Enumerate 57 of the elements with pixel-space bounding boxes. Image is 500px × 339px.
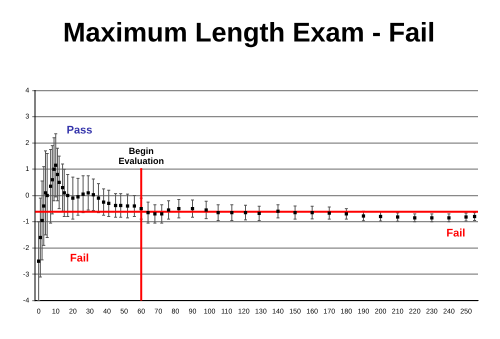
point [44, 191, 48, 195]
point [166, 208, 170, 212]
point [126, 204, 130, 208]
chart-title: Maximum Length Exam - Fail [62, 18, 436, 48]
annotation: Fail [70, 252, 89, 265]
annotation: Pass [66, 124, 92, 136]
point [81, 192, 85, 196]
point [310, 210, 314, 214]
point [71, 196, 74, 200]
point [293, 210, 297, 214]
point [119, 204, 122, 208]
point [86, 191, 90, 195]
point [413, 216, 416, 220]
point [276, 210, 280, 213]
ref-line-label: Begin Evaluation [118, 146, 164, 166]
point [146, 210, 150, 214]
point [92, 193, 95, 196]
point [107, 202, 110, 206]
point [46, 194, 49, 198]
point [344, 212, 348, 216]
point [96, 196, 100, 200]
point [160, 212, 164, 216]
point [153, 212, 157, 216]
point [114, 204, 118, 208]
point [76, 195, 80, 198]
point [216, 210, 220, 214]
point [244, 210, 248, 214]
point [48, 184, 52, 188]
point [60, 186, 64, 190]
point [258, 212, 261, 215]
point [396, 215, 400, 219]
point [50, 178, 54, 182]
point [62, 191, 66, 195]
annotation: Fail [446, 227, 466, 240]
point [66, 194, 70, 198]
point [362, 214, 366, 218]
point [54, 164, 58, 167]
point [464, 215, 468, 219]
point [230, 210, 234, 214]
point [58, 180, 61, 184]
point [140, 207, 143, 210]
point [38, 236, 42, 240]
point [328, 211, 331, 215]
point [447, 216, 451, 220]
point [102, 200, 106, 204]
point [37, 260, 40, 263]
point [430, 216, 434, 220]
point [56, 172, 60, 176]
point [204, 208, 208, 212]
point [40, 218, 44, 222]
point [190, 207, 194, 210]
point [132, 204, 136, 208]
point [52, 168, 56, 171]
point [177, 207, 180, 210]
point [378, 214, 382, 218]
point [42, 204, 46, 208]
point [472, 214, 476, 218]
